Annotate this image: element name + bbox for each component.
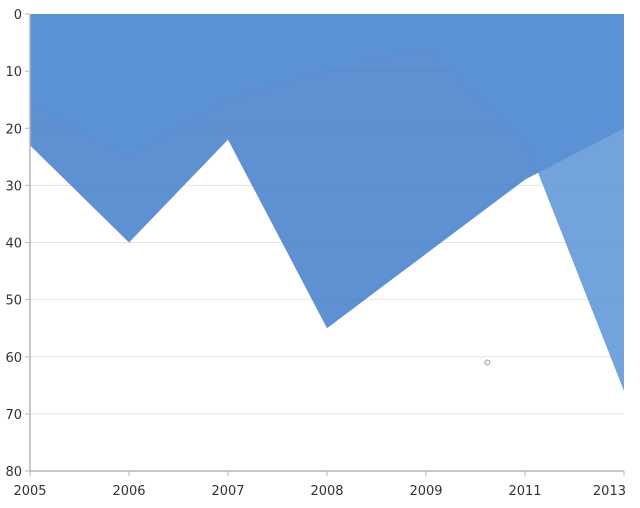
x-tick-label-2011: 2011 [508, 484, 541, 499]
series-areas [30, 14, 624, 392]
y-tick-label-40: 40 [5, 237, 22, 252]
y-tick-label-10: 10 [5, 65, 22, 80]
y-tick-label-20: 20 [5, 122, 22, 137]
x-tick-label-2009: 2009 [409, 484, 442, 499]
y-tick-label-80: 80 [5, 465, 22, 480]
x-tick-label-2005: 2005 [13, 484, 46, 499]
y-tick-label-70: 70 [5, 408, 22, 423]
data-point-marker [484, 359, 491, 366]
y-tick-label-50: 50 [5, 294, 22, 309]
y-tick-label-0: 0 [14, 8, 22, 23]
x-tick-label-2006: 2006 [112, 484, 145, 499]
x-tick-label-2013: 2013 [593, 484, 626, 499]
series-area-2 [30, 14, 624, 392]
y-tick-label-60: 60 [5, 351, 22, 366]
axes: 0 10 20 30 40 50 60 70 80 2005 2006 2007 2008 2009 201… [5, 8, 626, 499]
y-tick-label-30: 30 [5, 179, 22, 194]
x-tick-label-2008: 2008 [310, 484, 343, 499]
x-tick-label-2007: 2007 [211, 484, 244, 499]
markers [484, 359, 491, 366]
